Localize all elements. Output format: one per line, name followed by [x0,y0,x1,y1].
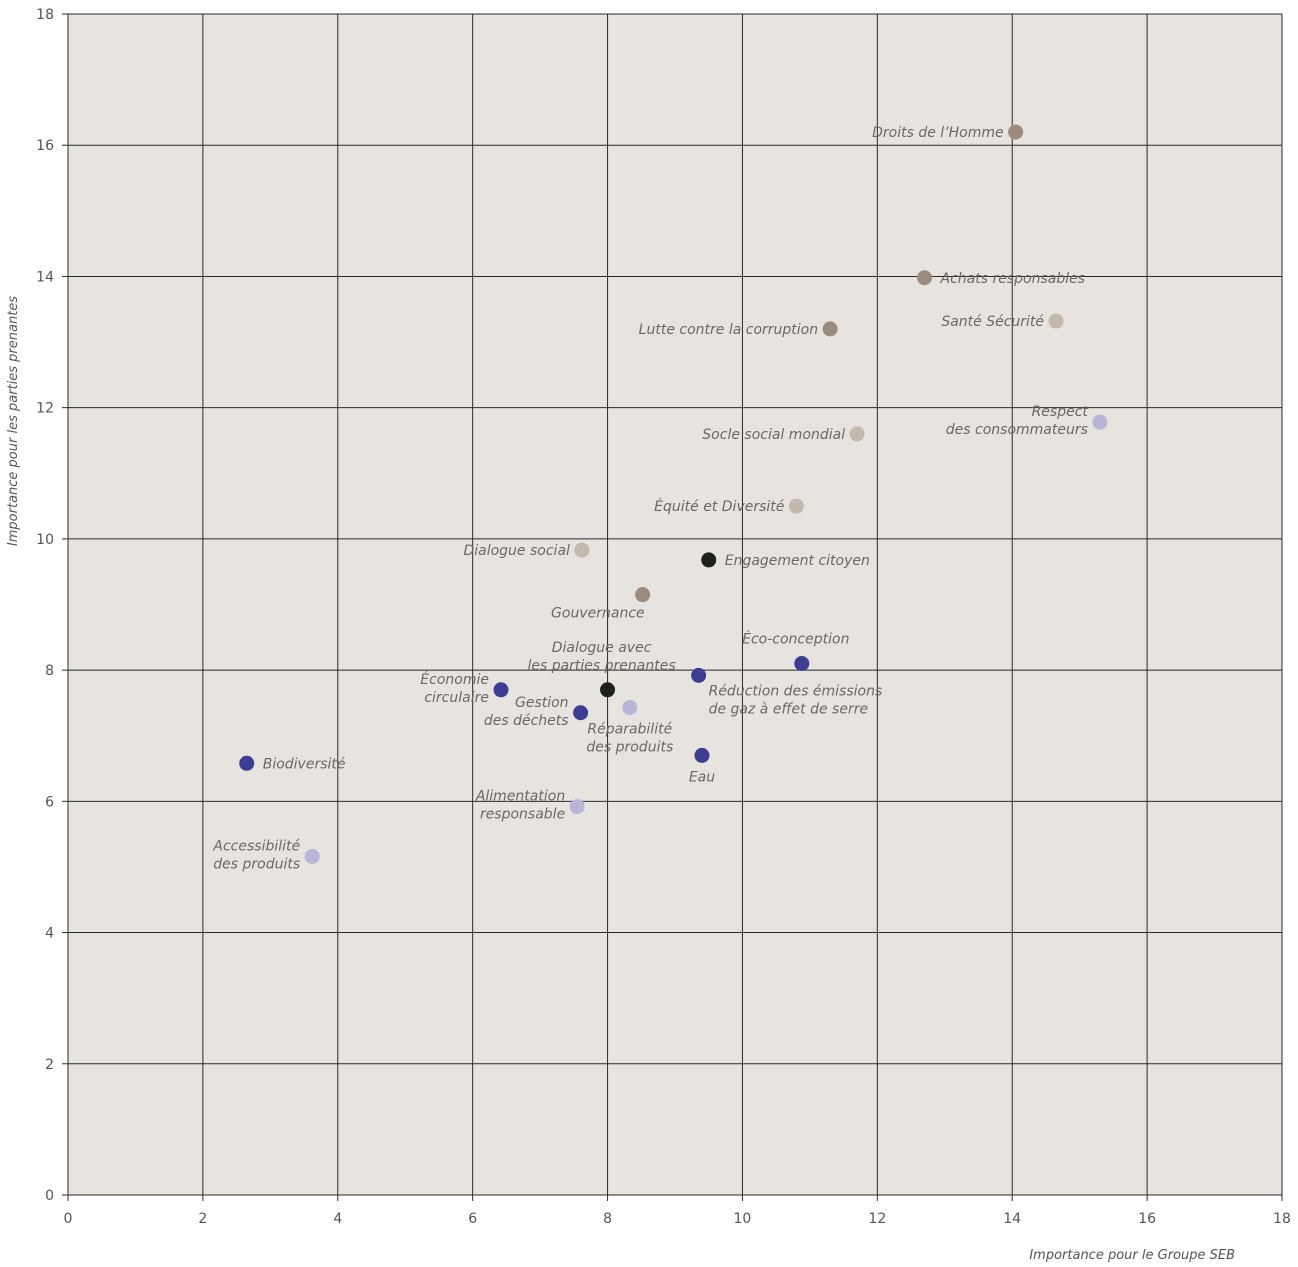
point-label: Éco-conception [742,631,849,648]
data-point: Socle social mondial [702,426,865,443]
data-point: Lutte contre la corruption [639,321,838,338]
y-tick-label: 2 [45,1057,54,1073]
x-tick-label: 18 [1273,1211,1291,1227]
point-label: Alimentation [475,789,565,805]
point-label: Gestion [515,695,569,711]
point-marker [794,656,810,672]
point-marker [622,700,638,716]
point-label: Biodiversité [263,756,346,772]
point-label: Achats responsables [940,271,1086,287]
point-marker [1008,124,1024,140]
y-tick-label: 0 [45,1188,54,1204]
point-marker [573,705,589,721]
x-tick-label: 12 [868,1211,886,1227]
point-marker [822,321,838,337]
point-label: Économie [420,671,489,688]
y-tick-label: 6 [45,794,54,810]
point-label: responsable [480,807,565,823]
x-tick-label: 4 [333,1211,342,1227]
x-tick-label: 14 [1003,1211,1021,1227]
point-label: Réparabilité [587,722,672,738]
point-marker [635,587,651,603]
point-label: Accessibilité [212,838,300,854]
point-marker [849,426,865,442]
point-label: de gaz à effet de serre [709,701,869,717]
x-tick-label: 10 [734,1211,752,1227]
data-point: Éco-conception [742,631,849,672]
data-point: Dialogue social [463,542,590,559]
data-point: Biodiversité [239,755,346,772]
point-marker [493,682,509,698]
x-tick-label: 6 [468,1211,477,1227]
point-marker [701,552,717,568]
point-label: des déchets [484,713,569,729]
point-label: Eau [689,769,715,785]
y-tick-label: 16 [36,138,54,154]
data-point: Respect des consommateurs [946,404,1108,438]
data-point: Alimentation responsable [475,789,585,823]
grid [67,13,1283,1196]
y-tick-label: 12 [36,401,54,417]
data-point: Achats responsables [917,270,1085,287]
point-marker [304,848,320,864]
data-point: Santé Sécurité [941,313,1064,330]
point-label: Dialogue avec [552,640,652,656]
x-tick-label: 2 [198,1211,207,1227]
point-marker [569,799,585,815]
point-label: circulaire [424,690,489,706]
data-point: Équité et Diversité [654,498,804,515]
y-axis-title: Importance pour les parties prenantes [6,296,21,546]
data-point: Dialogue avec les parties prenantes [527,640,676,698]
data-points: Droits de l’Homme Achats responsables Lutt… [212,124,1108,872]
point-label: Gouvernance [551,606,645,622]
point-label: Socle social mondial [702,427,845,443]
point-marker [239,755,255,771]
data-point: Gouvernance [551,587,651,622]
point-marker [574,542,590,558]
point-marker [691,667,707,683]
y-tick-label: 14 [36,269,54,285]
y-tick-label: 4 [45,926,54,942]
y-tick-label: 10 [36,532,54,548]
x-tick-label: 0 [64,1211,73,1227]
point-marker [694,747,710,763]
plot-background [68,14,1282,1195]
data-point: Économie circulaire [420,671,509,706]
point-label: des produits [213,856,300,872]
point-label: Droits de l’Homme [872,125,1004,141]
point-marker [1048,313,1064,329]
point-marker [917,270,933,286]
data-point: Gestion des déchets [484,695,589,729]
point-label: Réduction des émissions [709,683,883,699]
data-point: Accessibilité des produits [212,838,320,872]
point-label: Dialogue social [463,543,570,559]
y-tick-label: 8 [45,663,54,679]
data-point: Réparabilité des produits [586,700,673,756]
x-tick-label: 16 [1138,1211,1156,1227]
point-label: Engagement citoyen [725,553,870,569]
point-label: des consommateurs [946,422,1088,438]
x-tick-label: 8 [603,1211,612,1227]
point-marker [600,682,616,698]
data-point: Eau [689,747,715,785]
point-marker [1092,414,1108,430]
point-label: Lutte contre la corruption [639,322,818,338]
axis-ticks: 0 2 4 6 8 10 12 14 16 18 0 2 4 6 8 10 12 14 16 18 [36,7,1291,1227]
data-point: Droits de l’Homme [872,124,1024,141]
point-marker [788,498,804,514]
point-label: Respect [1032,404,1089,420]
point-label: Santé Sécurité [941,314,1044,330]
y-tick-label: 18 [36,7,54,23]
data-point: Engagement citoyen [701,552,870,569]
point-label: les parties prenantes [527,658,675,674]
point-label: Équité et Diversité [654,498,785,515]
x-axis-title: Importance pour le Groupe SEB [1029,1248,1235,1263]
data-point: Réduction des émissions de gaz à effet de… [691,667,883,717]
point-label: des produits [586,740,673,756]
